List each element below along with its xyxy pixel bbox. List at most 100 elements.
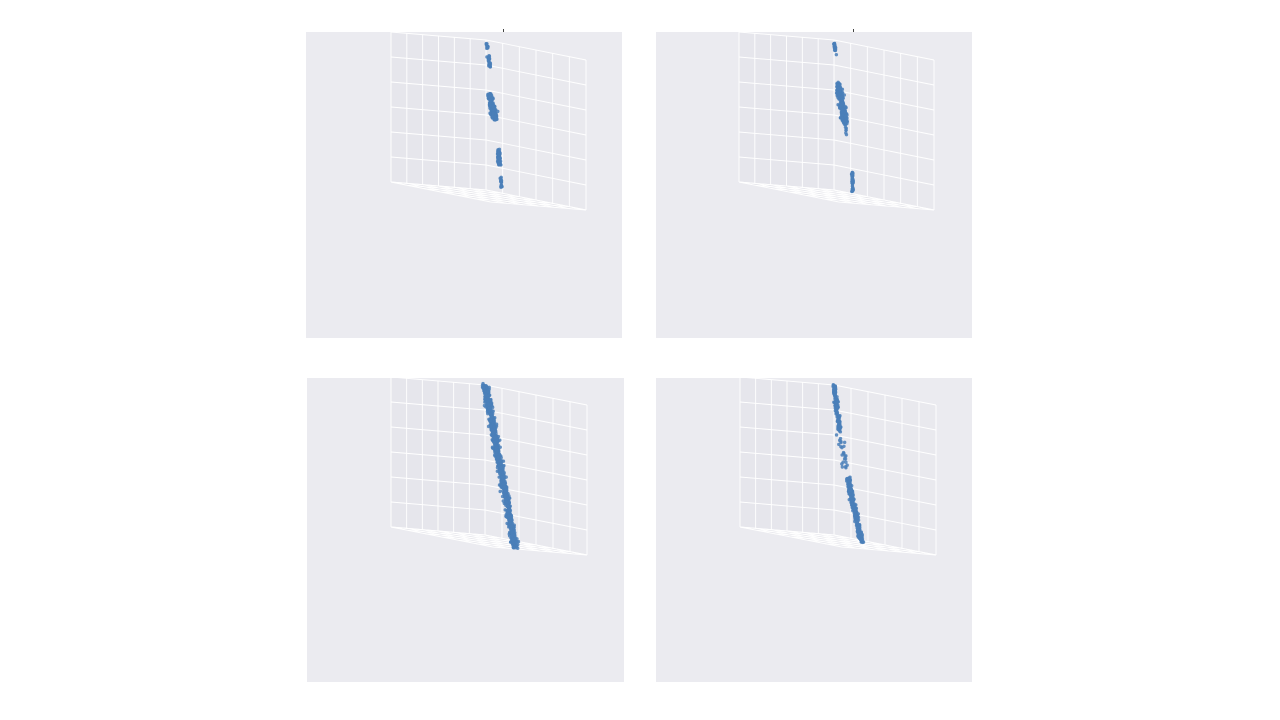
scatter-point (499, 480, 503, 484)
scatter-point (486, 398, 490, 402)
scatter-point (499, 465, 503, 470)
scatter-point (494, 448, 499, 452)
scatter-point (486, 390, 491, 394)
scatter-point (844, 131, 848, 135)
scatter-point (849, 499, 854, 504)
scatter-point (503, 493, 507, 497)
scatter-point (844, 460, 848, 464)
scatter-point (848, 482, 852, 487)
scatter-point (508, 518, 512, 522)
scatter-point (836, 420, 840, 424)
scatter-point (840, 117, 844, 122)
wall-gridline (485, 39, 587, 61)
wall-gridline (484, 384, 588, 406)
scatter-point (497, 161, 502, 165)
scatter-point (486, 411, 490, 416)
floor-gridline (492, 546, 588, 556)
floor-gridline (390, 181, 492, 203)
scatter-point (485, 42, 489, 46)
floor-gridline (841, 546, 937, 556)
scatter-point (837, 414, 841, 418)
scatter-point (499, 184, 503, 189)
scatter-point (504, 500, 509, 504)
scatter-point (859, 534, 863, 538)
scatter-point (507, 508, 512, 512)
scatter-point (488, 101, 492, 106)
scatter-point (838, 430, 843, 434)
scatter-point (840, 462, 844, 466)
scatter-point (508, 527, 513, 532)
wall-gridline (738, 32, 835, 41)
scatter-point (844, 105, 848, 110)
wall-gridline (484, 409, 588, 431)
scatter-point (511, 538, 515, 543)
scatter-point (499, 455, 503, 460)
scatter-point (483, 392, 488, 397)
scatter-point (500, 475, 505, 479)
scatter-point (840, 97, 844, 102)
scatter-point (859, 537, 864, 542)
wall-gridline (739, 401, 835, 411)
scatter-point (496, 455, 501, 459)
floor-gridline (738, 181, 840, 203)
scatter-3d-panel-top-left (306, 32, 622, 338)
scatter-point (832, 42, 836, 46)
scatter-point (835, 404, 839, 409)
scatter-point (498, 469, 503, 474)
scatter-3d-plot (390, 32, 587, 211)
scatter-point (856, 529, 861, 533)
scatter-point (503, 489, 507, 493)
scatter-point (487, 385, 491, 390)
scatter-point (842, 440, 847, 445)
scatter-point (510, 524, 514, 529)
scatter-point (494, 116, 499, 121)
scatter-3d-plot (738, 32, 935, 211)
scatter-point (492, 440, 497, 445)
scatter-point (838, 105, 842, 110)
scatter-point (488, 94, 492, 98)
scatter-point (498, 459, 502, 463)
top-tick-mark (853, 29, 854, 32)
floor-gridline (838, 201, 935, 211)
scatter-point (837, 92, 841, 96)
scatter-point (490, 445, 495, 449)
scatter-point (843, 119, 848, 124)
scatter-point (502, 478, 506, 483)
scatter-point (832, 390, 836, 394)
scatter-point (493, 416, 497, 420)
scatter-point (855, 515, 860, 520)
scatter-point (855, 526, 859, 530)
scatter-point (512, 533, 516, 537)
scatter-3d-panel-bottom-right (656, 378, 972, 682)
scatter-point (492, 107, 496, 112)
scatter-point (488, 64, 492, 68)
scatter-point (490, 431, 495, 436)
scatter-3d-plot (739, 378, 937, 556)
scatter-point (505, 508, 509, 513)
floor-gridline (490, 201, 587, 211)
scatter-point (499, 177, 503, 182)
scatter-point (487, 54, 491, 58)
scatter-point (490, 404, 494, 408)
scatter-point (842, 457, 847, 461)
scatter-point (493, 435, 498, 440)
floor-gridline (406, 182, 507, 204)
wall-gridline (390, 401, 486, 411)
scatter-point (855, 519, 860, 523)
floor-gridline (390, 526, 494, 548)
scatter-point (490, 428, 495, 432)
wall-gridline (833, 39, 935, 61)
scatter-point (502, 484, 506, 489)
scatter-point (489, 412, 493, 416)
scatter-point (851, 177, 855, 182)
scatter-point (836, 86, 840, 91)
scatter-point (852, 504, 856, 509)
scatter-point (507, 521, 512, 525)
scatter-point (488, 61, 492, 65)
scatter-point (843, 114, 847, 118)
floor-gridline (755, 527, 858, 549)
floor-gridline (739, 526, 843, 548)
scatter-point (516, 546, 520, 550)
scatter-point (835, 399, 840, 403)
scatter-point (843, 123, 848, 127)
